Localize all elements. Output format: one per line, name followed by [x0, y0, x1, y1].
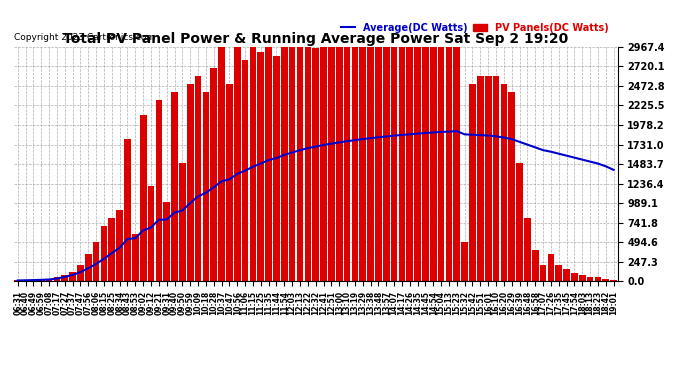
Bar: [203, 92, 209, 281]
Bar: [414, 47, 421, 281]
Bar: [524, 218, 531, 281]
Bar: [430, 47, 437, 281]
Bar: [38, 279, 45, 281]
Bar: [179, 163, 186, 281]
Bar: [61, 275, 68, 281]
Bar: [367, 47, 374, 281]
Bar: [446, 47, 453, 281]
Bar: [516, 163, 523, 281]
Bar: [328, 47, 335, 281]
Bar: [610, 280, 617, 281]
Bar: [297, 47, 304, 281]
Bar: [422, 47, 428, 281]
Bar: [563, 269, 570, 281]
Bar: [509, 92, 515, 281]
Bar: [85, 254, 92, 281]
Bar: [210, 68, 217, 281]
Bar: [234, 47, 241, 281]
Bar: [273, 56, 280, 281]
Bar: [92, 242, 99, 281]
Bar: [108, 218, 115, 281]
Bar: [532, 250, 539, 281]
Bar: [132, 234, 139, 281]
Bar: [54, 277, 60, 281]
Bar: [140, 116, 146, 281]
Bar: [320, 47, 327, 281]
Bar: [289, 47, 295, 281]
Bar: [187, 84, 194, 281]
Bar: [313, 48, 319, 281]
Bar: [437, 47, 444, 281]
Bar: [579, 275, 586, 281]
Bar: [351, 47, 358, 281]
Bar: [336, 47, 342, 281]
Legend: Average(DC Watts), PV Panels(DC Watts): Average(DC Watts), PV Panels(DC Watts): [337, 19, 613, 37]
Bar: [117, 210, 123, 281]
Bar: [22, 280, 29, 281]
Bar: [281, 47, 288, 281]
Bar: [218, 47, 225, 281]
Bar: [304, 47, 311, 281]
Bar: [226, 84, 233, 281]
Bar: [477, 76, 484, 281]
Bar: [359, 47, 366, 281]
Bar: [602, 279, 609, 281]
Title: Total PV Panel Power & Running Average Power Sat Sep 2 19:20: Total PV Panel Power & Running Average P…: [63, 32, 569, 46]
Text: Copyright 2023 Cartronics.com: Copyright 2023 Cartronics.com: [14, 33, 155, 42]
Bar: [124, 139, 131, 281]
Bar: [555, 266, 562, 281]
Bar: [485, 76, 491, 281]
Bar: [540, 266, 546, 281]
Bar: [406, 47, 413, 281]
Bar: [265, 47, 272, 281]
Bar: [399, 47, 405, 281]
Bar: [148, 186, 155, 281]
Bar: [171, 92, 178, 281]
Bar: [14, 280, 21, 281]
Bar: [155, 100, 162, 281]
Bar: [571, 273, 578, 281]
Bar: [46, 279, 52, 281]
Bar: [250, 47, 256, 281]
Bar: [548, 254, 554, 281]
Bar: [195, 76, 201, 281]
Bar: [586, 276, 593, 281]
Bar: [500, 84, 507, 281]
Bar: [344, 47, 351, 281]
Bar: [383, 47, 390, 281]
Bar: [453, 47, 460, 281]
Bar: [595, 277, 601, 281]
Bar: [257, 52, 264, 281]
Bar: [469, 84, 476, 281]
Bar: [462, 242, 468, 281]
Bar: [493, 76, 500, 281]
Bar: [164, 202, 170, 281]
Bar: [101, 226, 108, 281]
Bar: [30, 280, 37, 281]
Bar: [241, 60, 248, 281]
Bar: [77, 266, 83, 281]
Bar: [391, 47, 397, 281]
Bar: [69, 272, 76, 281]
Bar: [375, 47, 382, 281]
